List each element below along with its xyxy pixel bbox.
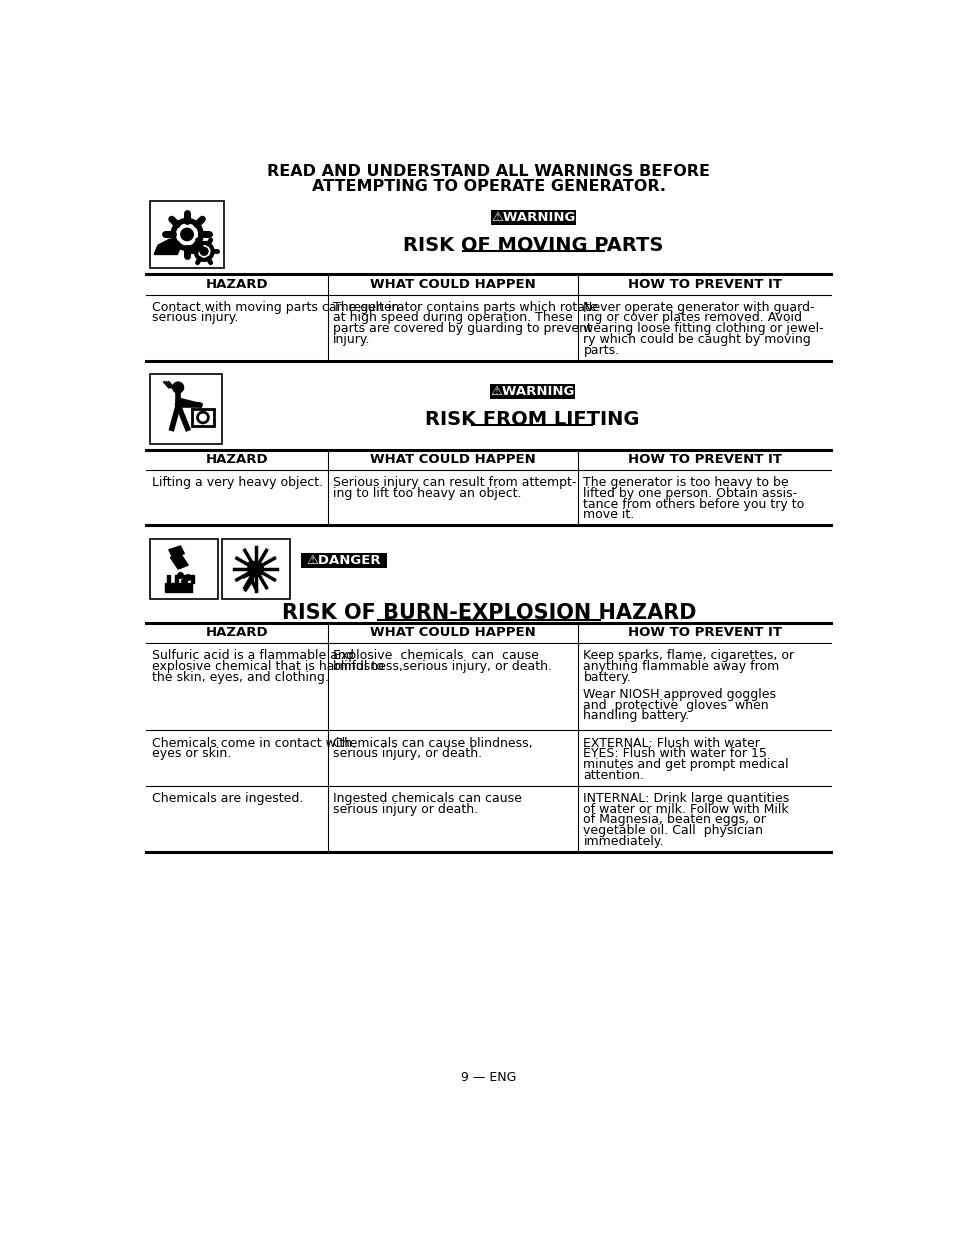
Text: The generator contains parts which rotate: The generator contains parts which rotat…: [333, 300, 598, 314]
Text: HAZARD: HAZARD: [206, 626, 268, 640]
Text: ry which could be caught by moving: ry which could be caught by moving: [583, 333, 810, 346]
Text: wearing loose fitting clothing or jewel-: wearing loose fitting clothing or jewel-: [583, 322, 823, 335]
Text: blindsness,serious injury, or death.: blindsness,serious injury, or death.: [333, 659, 552, 673]
Text: attention.: attention.: [583, 769, 643, 782]
Text: Wear NIOSH approved goggles: Wear NIOSH approved goggles: [583, 688, 776, 700]
Text: minutes and get prompt medical: minutes and get prompt medical: [583, 758, 788, 771]
Text: move it.: move it.: [583, 509, 634, 521]
Text: Serious injury can result from attempt-: Serious injury can result from attempt-: [333, 475, 577, 489]
Text: ing to lift too heavy an object.: ing to lift too heavy an object.: [333, 487, 521, 500]
Text: Keep sparks, flame, cigarettes, or: Keep sparks, flame, cigarettes, or: [583, 650, 794, 662]
Text: HAZARD: HAZARD: [206, 278, 268, 291]
Text: Sulfuric acid is a flammable and: Sulfuric acid is a flammable and: [152, 650, 354, 662]
Text: serious injury or death.: serious injury or death.: [333, 803, 478, 815]
Text: RISK OF BURN-EXPLOSION HAZARD: RISK OF BURN-EXPLOSION HAZARD: [281, 603, 696, 622]
Text: Explosive  chemicals  can  cause: Explosive chemicals can cause: [333, 650, 538, 662]
Polygon shape: [165, 583, 192, 592]
Circle shape: [200, 247, 208, 256]
Bar: [150, 200, 224, 268]
Text: explosive chemical that is harmful to: explosive chemical that is harmful to: [152, 659, 383, 673]
Text: of water or milk. Follow with Milk: of water or milk. Follow with Milk: [583, 803, 788, 815]
Text: HOW TO PREVENT IT: HOW TO PREVENT IT: [627, 453, 781, 467]
Text: Never operate generator with guard-: Never operate generator with guard-: [583, 300, 814, 314]
Text: of Magnesia, beaten eggs, or: of Magnesia, beaten eggs, or: [583, 814, 765, 826]
Text: Ingested chemicals can cause: Ingested chemicals can cause: [333, 792, 521, 805]
Text: parts.: parts.: [583, 343, 618, 357]
Text: ATTEMPTING TO OPERATE GENERATOR.: ATTEMPTING TO OPERATE GENERATOR.: [312, 179, 665, 194]
Text: lifted by one person. Obtain assis-: lifted by one person. Obtain assis-: [583, 487, 797, 500]
Text: RISK FROM LIFTING: RISK FROM LIFTING: [425, 410, 639, 429]
Text: Chemicals come in contact with: Chemicals come in contact with: [152, 736, 352, 750]
Bar: [489, 384, 575, 399]
Text: immediately.: immediately.: [583, 835, 663, 848]
Text: INTERNAL: Drink large quantities: INTERNAL: Drink large quantities: [583, 792, 789, 805]
Bar: [192, 409, 213, 426]
Text: the skin, eyes, and clothing.: the skin, eyes, and clothing.: [152, 671, 329, 684]
Circle shape: [181, 228, 193, 241]
Text: WHAT COULD HAPPEN: WHAT COULD HAPPEN: [370, 278, 536, 291]
Text: serious injury.: serious injury.: [152, 311, 238, 325]
Text: injury.: injury.: [333, 333, 371, 346]
Bar: [150, 374, 221, 443]
Text: tance from others before you try to: tance from others before you try to: [583, 498, 803, 510]
Text: 9 — ENG: 9 — ENG: [460, 1071, 517, 1084]
Circle shape: [172, 382, 183, 393]
Text: EYES: Flush with water for 15: EYES: Flush with water for 15: [583, 747, 766, 761]
Polygon shape: [174, 576, 178, 583]
Bar: [221, 538, 290, 599]
Text: HOW TO PREVENT IT: HOW TO PREVENT IT: [627, 278, 781, 291]
Text: READ AND UNDERSTAND ALL WARNINGS BEFORE: READ AND UNDERSTAND ALL WARNINGS BEFORE: [267, 163, 710, 179]
Text: WHAT COULD HAPPEN: WHAT COULD HAPPEN: [370, 626, 536, 640]
Circle shape: [248, 562, 263, 577]
Text: The generator is too heavy to be: The generator is too heavy to be: [583, 475, 788, 489]
Text: serious injury, or death.: serious injury, or death.: [333, 747, 482, 761]
Text: ing or cover plates removed. Avoid: ing or cover plates removed. Avoid: [583, 311, 801, 325]
Text: anything flammable away from: anything flammable away from: [583, 659, 779, 673]
Text: RISK OF MOVING PARTS: RISK OF MOVING PARTS: [403, 236, 663, 254]
Polygon shape: [183, 576, 186, 583]
Text: battery.: battery.: [583, 671, 631, 684]
Text: HAZARD: HAZARD: [206, 453, 268, 467]
Polygon shape: [167, 576, 171, 583]
Text: HOW TO PREVENT IT: HOW TO PREVENT IT: [627, 626, 781, 640]
Text: Chemicals are ingested.: Chemicals are ingested.: [152, 792, 303, 805]
Bar: [301, 553, 386, 568]
Text: parts are covered by guarding to prevent: parts are covered by guarding to prevent: [333, 322, 592, 335]
Polygon shape: [154, 240, 181, 254]
Text: eyes or skin.: eyes or skin.: [152, 747, 231, 761]
Text: and  protective  gloves  when: and protective gloves when: [583, 699, 768, 711]
Bar: [150, 538, 218, 599]
Text: Lifting a very heavy object.: Lifting a very heavy object.: [152, 475, 322, 489]
Text: Chemicals can cause blindness,: Chemicals can cause blindness,: [333, 736, 533, 750]
Text: EXTERNAL: Flush with water: EXTERNAL: Flush with water: [583, 736, 760, 750]
Text: at high speed during operation. These: at high speed during operation. These: [333, 311, 573, 325]
Polygon shape: [191, 576, 193, 583]
Text: Contact with moving parts can result in: Contact with moving parts can result in: [152, 300, 398, 314]
Text: WHAT COULD HAPPEN: WHAT COULD HAPPEN: [370, 453, 536, 467]
Polygon shape: [169, 546, 184, 557]
Text: ⚠WARNING: ⚠WARNING: [490, 385, 574, 398]
Polygon shape: [171, 553, 188, 569]
Text: handling battery.: handling battery.: [583, 709, 689, 722]
Text: ⚠WARNING: ⚠WARNING: [491, 211, 575, 224]
Circle shape: [248, 562, 255, 569]
Bar: [491, 210, 576, 225]
Text: vegetable oil. Call  physician: vegetable oil. Call physician: [583, 824, 762, 837]
Text: ⚠DANGER: ⚠DANGER: [306, 555, 381, 567]
